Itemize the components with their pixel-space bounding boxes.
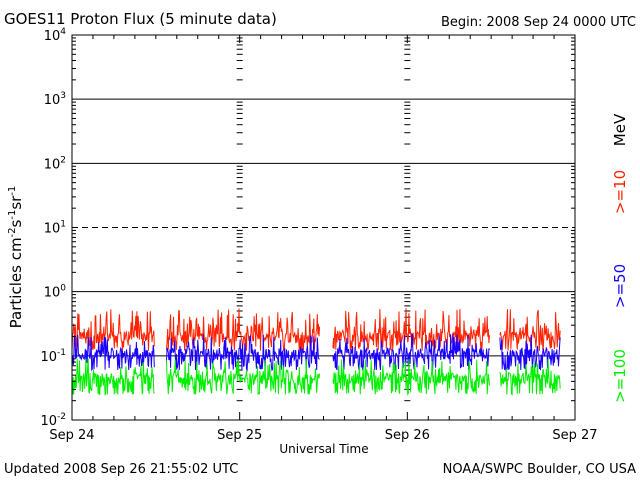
energy-unit-label: MeV (611, 113, 629, 146)
axes (71, 34, 576, 421)
updated-timestamp: Updated 2008 Sep 26 21:55:02 UTC (4, 462, 238, 477)
legend-entry: >=10 (611, 170, 629, 214)
y-tick-labels: 10-2 10-1 100 101 102 103 104 (40, 27, 66, 429)
series-lines (71, 308, 561, 396)
begin-time-label: Begin: 2008 Sep 24 0000 UTC (441, 15, 636, 30)
legend-entry: >=100 (611, 349, 629, 403)
y-tick-label: 103 (44, 91, 66, 108)
grid-lines (72, 37, 575, 402)
y-tick-label: 101 (44, 220, 66, 237)
y-axis-label: Particles cm-2s-1sr-1 (7, 186, 25, 329)
x-tick-label: Sep 25 (217, 428, 262, 443)
x-tick-labels: Sep 24 Sep 25 Sep 26 Sep 27 (49, 428, 597, 443)
legend: MeV >=10 >=50 >=100 (611, 113, 629, 403)
chart-title: GOES11 Proton Flux (5 minute data) (4, 10, 277, 28)
x-tick-label: Sep 26 (385, 428, 430, 443)
plot-frame (71, 34, 576, 421)
x-axis-label: Universal Time (279, 442, 368, 456)
series-line-10 (71, 308, 561, 352)
credit-label: NOAA/SWPC Boulder, CO USA (443, 462, 636, 477)
series-line-50 (71, 332, 561, 372)
x-tick-label: Sep 27 (552, 428, 597, 443)
y-tick-label: 100 (44, 284, 67, 301)
legend-entry: >=50 (611, 264, 629, 308)
y-tick-label: 10-1 (40, 348, 66, 365)
y-tick-label: 10-2 (40, 412, 66, 429)
y-tick-label: 102 (44, 155, 66, 172)
x-tick-label: Sep 24 (49, 428, 94, 443)
series-line-100 (71, 358, 561, 396)
y-tick-label: 104 (44, 27, 67, 44)
